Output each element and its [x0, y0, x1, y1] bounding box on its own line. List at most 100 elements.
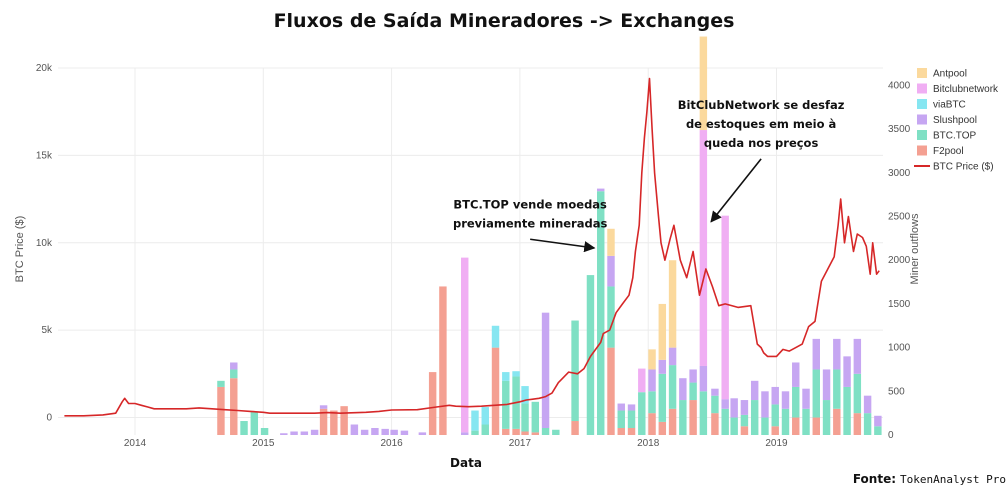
legend-label: Antpool — [933, 69, 967, 80]
bar-segment-slushpool — [541, 312, 550, 429]
bar-segment-btc-top — [740, 414, 749, 427]
bar-segment-slushpool — [730, 398, 738, 418]
bar-segment-slushpool — [319, 405, 328, 409]
bar-segment-btc-top — [679, 400, 687, 435]
y-left-tick-label: 0 — [46, 413, 52, 424]
annotation-text: BitClubNetwork se desfaz — [678, 98, 845, 112]
bar-segment-slushpool — [360, 429, 369, 435]
y-right-tick-label: 500 — [888, 386, 905, 397]
bar-segment-slushpool — [812, 338, 820, 370]
bar-segment-f2pool — [531, 432, 540, 435]
legend-item-viabtc[interactable]: viaBTC — [917, 99, 966, 111]
bar-segment-f2pool — [319, 408, 328, 435]
bar-segment-btc-top — [771, 404, 779, 427]
bar-segment-slushpool — [792, 362, 800, 387]
x-tick-label: 2017 — [509, 438, 532, 449]
y-left-tick-label: 15k — [36, 150, 53, 161]
bar-segment-viabtc — [521, 386, 529, 404]
bar-segment-slushpool — [822, 369, 831, 401]
bar-segment-btc-top — [627, 410, 636, 429]
bar-segment-f2pool — [428, 372, 437, 435]
bar-segment-btc-top — [833, 369, 841, 409]
bar-segment-slushpool — [381, 428, 389, 435]
bar-segment-btc-top — [843, 386, 851, 435]
y-right-tick-label: 0 — [888, 430, 894, 441]
legend-item-btc-top[interactable]: BTC.TOP — [917, 130, 976, 142]
bar-segment-slushpool — [802, 388, 810, 409]
bar-segment-slushpool — [740, 400, 749, 415]
bar-segment-btc-top — [250, 411, 259, 435]
bar-segment-slushpool — [461, 432, 469, 435]
legend-item-btc-price[interactable]: BTC Price ($) — [914, 162, 994, 173]
legend-item-f2pool[interactable]: F2pool — [917, 145, 964, 158]
bar-segment-slushpool — [668, 347, 677, 366]
bar-segment-f2pool — [658, 421, 667, 435]
bar-segment-btc-top — [689, 382, 697, 401]
bar-segment-btc-top — [638, 392, 646, 435]
bar-segment-btc-top — [541, 428, 550, 435]
bar-segment-btc-top — [240, 421, 248, 435]
annotation-text: de estoques em meio à — [686, 117, 836, 131]
bar-segment-slushpool — [230, 362, 238, 370]
bar-segment-f2pool — [740, 426, 749, 435]
bar-segment-f2pool — [617, 428, 625, 435]
bar-segment-btc-top — [792, 386, 800, 418]
price-line — [64, 77, 880, 417]
bar-segment-viabtc — [512, 371, 520, 377]
bar-segment-btc-top — [230, 369, 238, 379]
legend-swatch — [917, 68, 927, 78]
annotation-text: BTC.TOP vende moedas — [453, 197, 607, 211]
bar-segment-btc-top — [648, 391, 656, 414]
x-tick-label: 2014 — [124, 438, 147, 449]
legend-item-slushpool[interactable]: Slushpool — [917, 114, 977, 127]
bar-segment-f2pool — [502, 428, 510, 435]
bar-segment-slushpool — [771, 386, 779, 405]
bar-segment-f2pool — [668, 408, 677, 435]
bar-segment-slushpool — [711, 388, 719, 396]
bar-segment-f2pool — [340, 406, 348, 435]
bar-segment-f2pool — [571, 421, 579, 435]
bar-segment-btc-top — [586, 275, 595, 435]
bar-segment-btc-top — [863, 413, 872, 435]
bar-segment-slushpool — [874, 415, 882, 427]
bar-segment-btc-top — [531, 401, 540, 433]
bar-segment-f2pool — [792, 417, 800, 435]
bar-segment-slushpool — [699, 365, 708, 392]
x-tick-label: 2019 — [765, 438, 788, 449]
bar-segment-btc-top — [874, 426, 882, 435]
bar-segment-btc-top — [597, 191, 605, 435]
price-line-layer — [64, 77, 880, 417]
bar-segment-antpool — [607, 228, 615, 256]
legend-item-bitclubnetwork[interactable]: Bitclubnetwork — [917, 83, 999, 96]
bar-segment-btc-top — [607, 286, 615, 348]
legend-item-antpool[interactable]: Antpool — [917, 68, 967, 80]
bar-segment-f2pool — [627, 428, 636, 435]
bar-segment-slushpool — [371, 428, 379, 435]
bar-segment-slushpool — [400, 430, 409, 435]
bar-segment-btc-top — [730, 417, 738, 435]
bar-segment-f2pool — [771, 426, 779, 435]
bar-segment-bitclubnetwork — [699, 130, 708, 366]
annotation-text: queda nos preços — [704, 136, 819, 150]
bar-segment-btc-top — [812, 369, 820, 418]
bar-segment-slushpool — [781, 391, 790, 409]
bar-segment-f2pool — [853, 413, 862, 435]
bar-segment-slushpool — [853, 338, 862, 374]
y-left-tick-label: 5k — [41, 325, 53, 336]
y-axis-right-title: Miner outflows — [909, 213, 921, 284]
bar-segment-slushpool — [648, 369, 656, 392]
y-right-tick-label: 1500 — [888, 299, 911, 310]
bar-segment-slushpool — [627, 404, 636, 411]
axes: 0 5k 10k 15k 20k 2014 2015 2016 2017 2018 2019 0 500… — [36, 63, 911, 449]
legend-label: Slushpool — [933, 115, 977, 126]
x-tick-label: 2015 — [252, 438, 275, 449]
bar-segment-viabtc — [471, 410, 479, 431]
bar-segment-antpool — [648, 349, 656, 370]
bar-segment-f2pool — [607, 347, 615, 435]
bar-segment-slushpool — [721, 399, 729, 409]
bar-segment-viabtc — [491, 325, 500, 348]
y-right-tick-label: 2500 — [888, 212, 911, 223]
grid — [58, 67, 883, 435]
legend[interactable]: Antpool Bitclubnetwork viaBTC Slushpool BTC.… — [914, 68, 999, 173]
legend-label: F2pool — [933, 146, 964, 157]
